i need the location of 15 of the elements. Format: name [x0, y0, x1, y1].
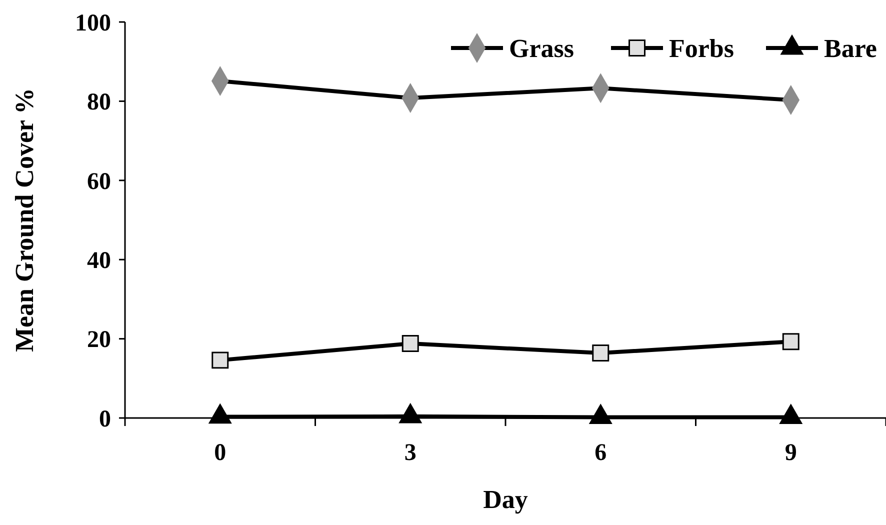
legend-label: Forbs — [669, 34, 734, 64]
y-tick-label: 60 — [87, 168, 111, 195]
x-tick-label: 9 — [784, 440, 797, 466]
legend-label: Bare — [824, 34, 877, 64]
y-tick-label: 40 — [87, 248, 111, 274]
legend-label: Grass — [509, 34, 574, 64]
y-tick-label: 20 — [87, 327, 111, 354]
x-tick-label: 0 — [214, 440, 226, 466]
x-tick-label: 3 — [404, 440, 416, 466]
y-axis-title: Mean Ground Cover % — [10, 88, 39, 352]
x-tick-label: 6 — [594, 440, 607, 466]
x-axis-title: Day — [483, 485, 528, 514]
y-tick-label: 100 — [75, 10, 111, 36]
y-tick-label: 80 — [87, 90, 111, 116]
y-tick-label: 0 — [99, 406, 111, 432]
